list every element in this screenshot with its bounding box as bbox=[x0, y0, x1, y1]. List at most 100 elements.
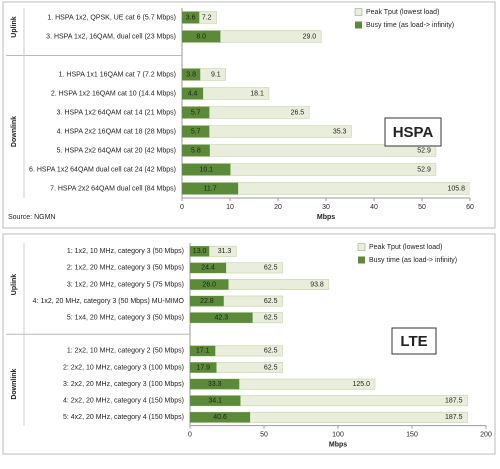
bar bbox=[182, 144, 437, 157]
value-label: 17.9 bbox=[196, 364, 210, 371]
chart-title: LTE bbox=[400, 333, 427, 350]
bar bbox=[182, 163, 231, 176]
bar bbox=[182, 144, 210, 157]
bar bbox=[182, 125, 210, 138]
legend-label: Busy time (as load-> infinity) bbox=[369, 257, 457, 264]
bar bbox=[190, 412, 251, 423]
value-label: 5.8 bbox=[191, 147, 201, 154]
bar bbox=[190, 279, 330, 290]
bar bbox=[182, 11, 200, 24]
value-label: 187.5 bbox=[445, 414, 463, 421]
category-label: 2. HSPA 1x2 16QAM cat 10 (14.4 Mbps) bbox=[51, 90, 176, 97]
category-label: 6. HSPA 1x2 64QAM dual cell cat 24 (42 M… bbox=[29, 166, 176, 173]
bar bbox=[190, 279, 229, 290]
bar bbox=[190, 312, 253, 323]
value-label: 3.6 bbox=[186, 14, 196, 21]
value-label: 3.8 bbox=[186, 71, 196, 78]
bar bbox=[190, 345, 283, 357]
category-label: 5. HSPA 2x2 64QAM cat 20 (42 Mbps) bbox=[57, 147, 176, 154]
category-label: 4: 1x2, 20 MHz, category 3 (50 Mbps) MU-… bbox=[33, 298, 185, 305]
title-box bbox=[384, 117, 442, 147]
value-label: 26.5 bbox=[291, 109, 305, 116]
group-label: Downlink bbox=[11, 116, 18, 147]
bar bbox=[190, 262, 283, 274]
x-tick-label: 60 bbox=[466, 204, 474, 211]
x-tick-label: 20 bbox=[274, 204, 282, 211]
value-label: 62.5 bbox=[264, 315, 278, 322]
x-tick-label: 50 bbox=[418, 204, 426, 211]
value-label: 105.8 bbox=[447, 185, 465, 192]
category-label: 2: 2x2, 10 MHz, category 3 (100 Mbps) bbox=[63, 364, 184, 371]
value-label: 29.0 bbox=[303, 33, 317, 40]
legend-label: Peak Tput (lowest load) bbox=[366, 9, 439, 16]
x-tick-label: 40 bbox=[370, 204, 378, 211]
value-label: 17.1 bbox=[196, 348, 210, 355]
bar bbox=[190, 395, 241, 406]
value-label: 187.5 bbox=[445, 398, 463, 405]
value-label: 5.7 bbox=[191, 109, 201, 116]
bar bbox=[182, 125, 352, 138]
category-label: 1. HSPA 1x1 16QAM cat 7 (7.2 Mbps) bbox=[59, 71, 176, 78]
category-label: 1: 2x2, 10 MHz, category 2 (50 Mbps) bbox=[67, 348, 184, 355]
category-label: 2: 1x2, 20 MHz, category 3 (50 Mbps) bbox=[67, 265, 184, 272]
group-label: Uplink bbox=[11, 274, 18, 295]
bar bbox=[190, 411, 468, 423]
bar bbox=[182, 30, 221, 43]
x-tick-label: 200 bbox=[480, 431, 492, 438]
group-label: Uplink bbox=[11, 16, 18, 37]
category-label: 4. HSPA 2x2 16QAM cat 18 (28 Mbps) bbox=[57, 128, 176, 135]
value-label: 4.4 bbox=[188, 90, 198, 97]
bar bbox=[190, 362, 217, 373]
value-label: 7.2 bbox=[202, 14, 212, 21]
bar bbox=[182, 87, 270, 100]
value-label: 33.3 bbox=[208, 381, 222, 388]
value-label: 10.1 bbox=[199, 166, 213, 173]
x-tick-label: 30 bbox=[322, 204, 330, 211]
x-tick-label: 100 bbox=[332, 431, 344, 438]
bar bbox=[182, 68, 226, 81]
x-tick-label: 0 bbox=[188, 431, 192, 438]
legend-swatch bbox=[354, 8, 363, 16]
bar bbox=[182, 106, 310, 119]
bar bbox=[182, 182, 239, 195]
bar bbox=[182, 87, 204, 100]
legend-label: Busy time (as load-> infinity) bbox=[366, 22, 454, 29]
bar bbox=[190, 345, 216, 357]
category-label: 4: 2x2, 20 MHz, category 4 (150 Mbps) bbox=[63, 398, 184, 405]
bar bbox=[190, 246, 210, 257]
category-label: 5: 4x2, 20 MHz, category 4 (150 Mbps) bbox=[63, 414, 184, 421]
value-label: 42.3 bbox=[214, 315, 228, 322]
value-label: 62.5 bbox=[264, 265, 278, 272]
x-tick-label: 0 bbox=[180, 204, 184, 211]
value-label: 35.3 bbox=[333, 128, 347, 135]
bar bbox=[190, 362, 283, 373]
value-label: 125.0 bbox=[352, 381, 370, 388]
value-label: 62.5 bbox=[264, 298, 278, 305]
x-tick-label: 10 bbox=[226, 204, 234, 211]
category-label: 7. HSPA 2x2 64QAM dual cell (84 Mbps) bbox=[50, 185, 176, 192]
bar bbox=[190, 245, 237, 257]
bar bbox=[182, 30, 322, 43]
value-label: 26.0 bbox=[202, 281, 216, 288]
x-axis-title: Mbps bbox=[317, 214, 335, 221]
value-label: 5.7 bbox=[191, 128, 201, 135]
category-label: 5: 1x4, 20 MHz, category 3 (50 Mbps) bbox=[67, 315, 184, 322]
legend-swatch bbox=[357, 243, 366, 251]
value-label: 24.4 bbox=[201, 265, 215, 272]
value-label: 93.8 bbox=[310, 281, 324, 288]
value-label: 9.1 bbox=[211, 71, 221, 78]
value-label: 52.9 bbox=[417, 147, 431, 154]
title-box bbox=[391, 327, 437, 355]
category-label: 3: 1x2, 20 MHz, category 5 (75 Mbps) bbox=[67, 281, 184, 288]
source: Source: NGMN bbox=[8, 214, 55, 221]
bar bbox=[190, 295, 283, 307]
bar bbox=[182, 106, 210, 119]
category-label: 3: 2x2, 20 MHz, category 3 (100 Mbps) bbox=[63, 381, 184, 388]
value-label: 52.9 bbox=[417, 166, 431, 173]
value-label: 18.1 bbox=[250, 90, 264, 97]
bar bbox=[190, 378, 376, 390]
value-label: 31.3 bbox=[218, 248, 232, 255]
bar bbox=[190, 395, 468, 407]
value-label: 62.5 bbox=[264, 348, 278, 355]
